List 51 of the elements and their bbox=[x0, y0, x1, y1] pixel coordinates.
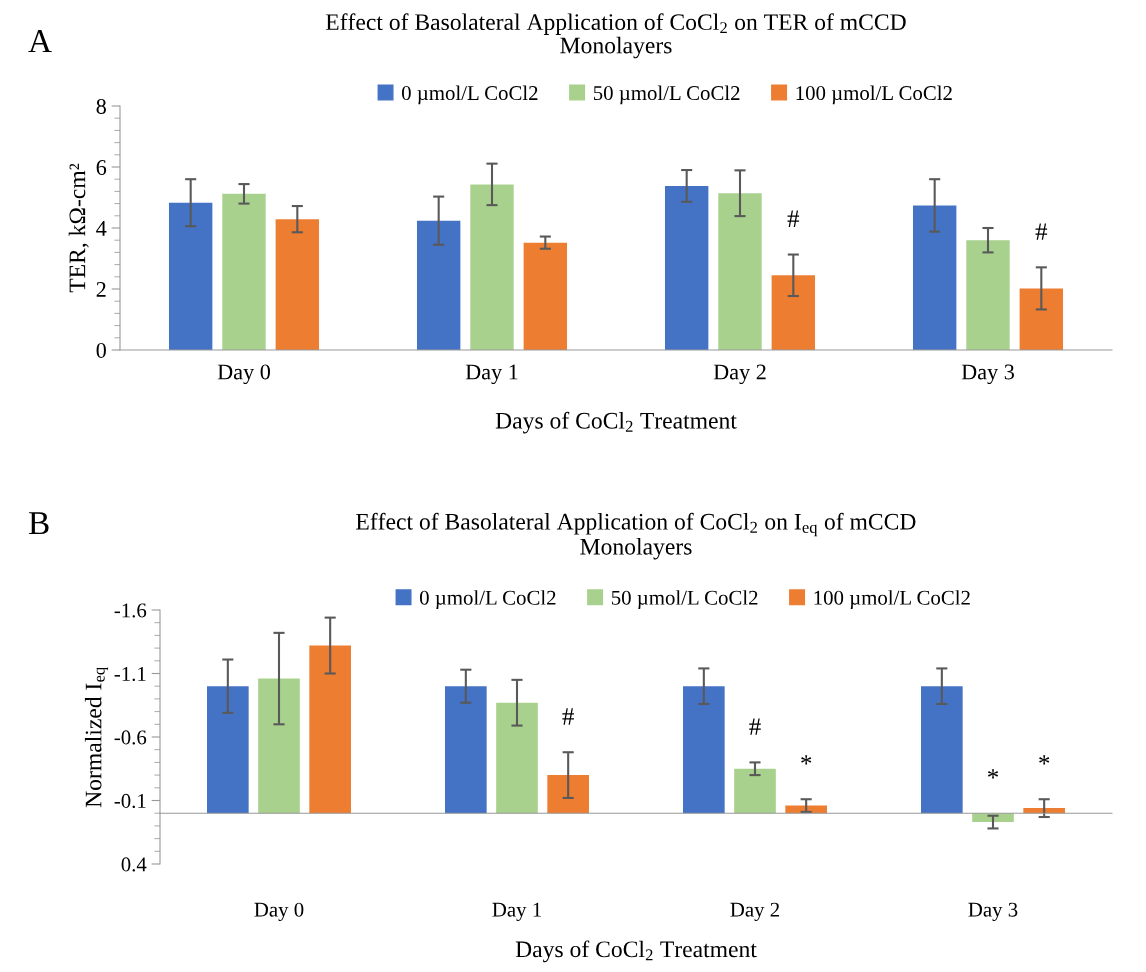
data-label: * bbox=[1039, 755, 1050, 765]
bar bbox=[416, 220, 461, 350]
bar bbox=[966, 240, 1010, 350]
chart-title: Effect of Basolateral Application of CoCl$_{2}$ on I$_{eq}$ of mCCD Monolayers bbox=[356, 512, 916, 560]
y-tick-label: -1.1 bbox=[114, 666, 146, 682]
legend-label: 50 µmol/L CoCl2 bbox=[593, 85, 740, 105]
y-tick-label: 0.4 bbox=[121, 857, 147, 872]
data-label: # bbox=[562, 708, 574, 725]
bar bbox=[771, 275, 816, 350]
y-tick-label: 4 bbox=[96, 221, 107, 236]
x-tick-label: Day 2 bbox=[730, 902, 780, 921]
bar bbox=[222, 193, 266, 350]
data-label: * bbox=[987, 769, 999, 779]
y-tick-label: -0.6 bbox=[114, 730, 147, 745]
bar bbox=[718, 193, 762, 350]
y-tick-label: 2 bbox=[96, 281, 106, 297]
x-tick-label: Day 3 bbox=[961, 364, 1014, 385]
x-tick-label: Day 3 bbox=[968, 902, 1018, 921]
bar bbox=[168, 202, 213, 350]
x-tick-label: Day 2 bbox=[713, 364, 766, 385]
legend-label: 0 µmol/L CoCl2 bbox=[401, 85, 538, 105]
x-tick-label: Day 1 bbox=[465, 364, 518, 385]
y-axis-title: TER, kΩ-cm² bbox=[68, 163, 89, 293]
data-label: # bbox=[1035, 223, 1048, 240]
bar bbox=[523, 242, 568, 350]
bar bbox=[1019, 288, 1064, 350]
bar bbox=[275, 219, 320, 350]
text: B bbox=[28, 512, 49, 535]
bar bbox=[470, 184, 514, 350]
x-tick-label: Day 1 bbox=[492, 902, 541, 921]
x-tick-label: Day 0 bbox=[254, 902, 304, 921]
legend-label: 50 µmol/L CoCl2 bbox=[611, 590, 758, 610]
legend-label: 0 µmol/L CoCl2 bbox=[419, 590, 556, 610]
bar bbox=[912, 205, 957, 350]
legend-label: 100 µmol/L CoCl2 bbox=[796, 85, 952, 105]
data-label: # bbox=[787, 210, 800, 227]
x-axis-title: Days of CoCl$_{2}$ Treatment bbox=[495, 411, 737, 434]
x-axis-title: Days of CoCl$_{2}$ Treatment bbox=[515, 940, 757, 963]
y-tick-label: 8 bbox=[96, 98, 106, 114]
chart-title: Effect of Basolateral Application of CoCl$_{2}$ on TER of mCCD Monolayers bbox=[325, 13, 906, 59]
x-tick-label: Day 0 bbox=[217, 364, 270, 385]
bar bbox=[664, 185, 709, 350]
y-axis-title: Normalized I$_{eq}$ bbox=[84, 667, 109, 808]
legend-label: 100 µmol/L CoCl2 bbox=[814, 590, 970, 610]
y-tick-label: 6 bbox=[96, 159, 107, 175]
y-tick-label: 0 bbox=[96, 342, 106, 358]
y-tick-label: -1.6 bbox=[114, 603, 147, 618]
text: A bbox=[28, 30, 52, 53]
data-label: # bbox=[749, 718, 761, 735]
data-label: * bbox=[801, 755, 812, 765]
y-tick-label: -0.1 bbox=[114, 793, 146, 809]
